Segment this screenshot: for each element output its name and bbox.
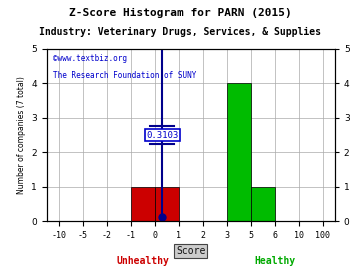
Text: ©www.textbiz.org: ©www.textbiz.org — [53, 54, 127, 63]
Text: Unhealthy: Unhealthy — [116, 256, 169, 266]
Text: 0.3103: 0.3103 — [146, 130, 178, 140]
Bar — [155, 187, 179, 221]
Text: The Research Foundation of SUNY: The Research Foundation of SUNY — [53, 71, 196, 80]
Y-axis label: Number of companies (7 total): Number of companies (7 total) — [17, 76, 26, 194]
Bar — [131, 187, 155, 221]
Bar — [251, 187, 275, 221]
Text: Z-Score Histogram for PARN (2015): Z-Score Histogram for PARN (2015) — [69, 8, 291, 18]
X-axis label: Score: Score — [176, 246, 206, 256]
Bar — [227, 83, 251, 221]
Text: Healthy: Healthy — [254, 256, 295, 266]
Text: Industry: Veterinary Drugs, Services, & Supplies: Industry: Veterinary Drugs, Services, & … — [39, 27, 321, 37]
